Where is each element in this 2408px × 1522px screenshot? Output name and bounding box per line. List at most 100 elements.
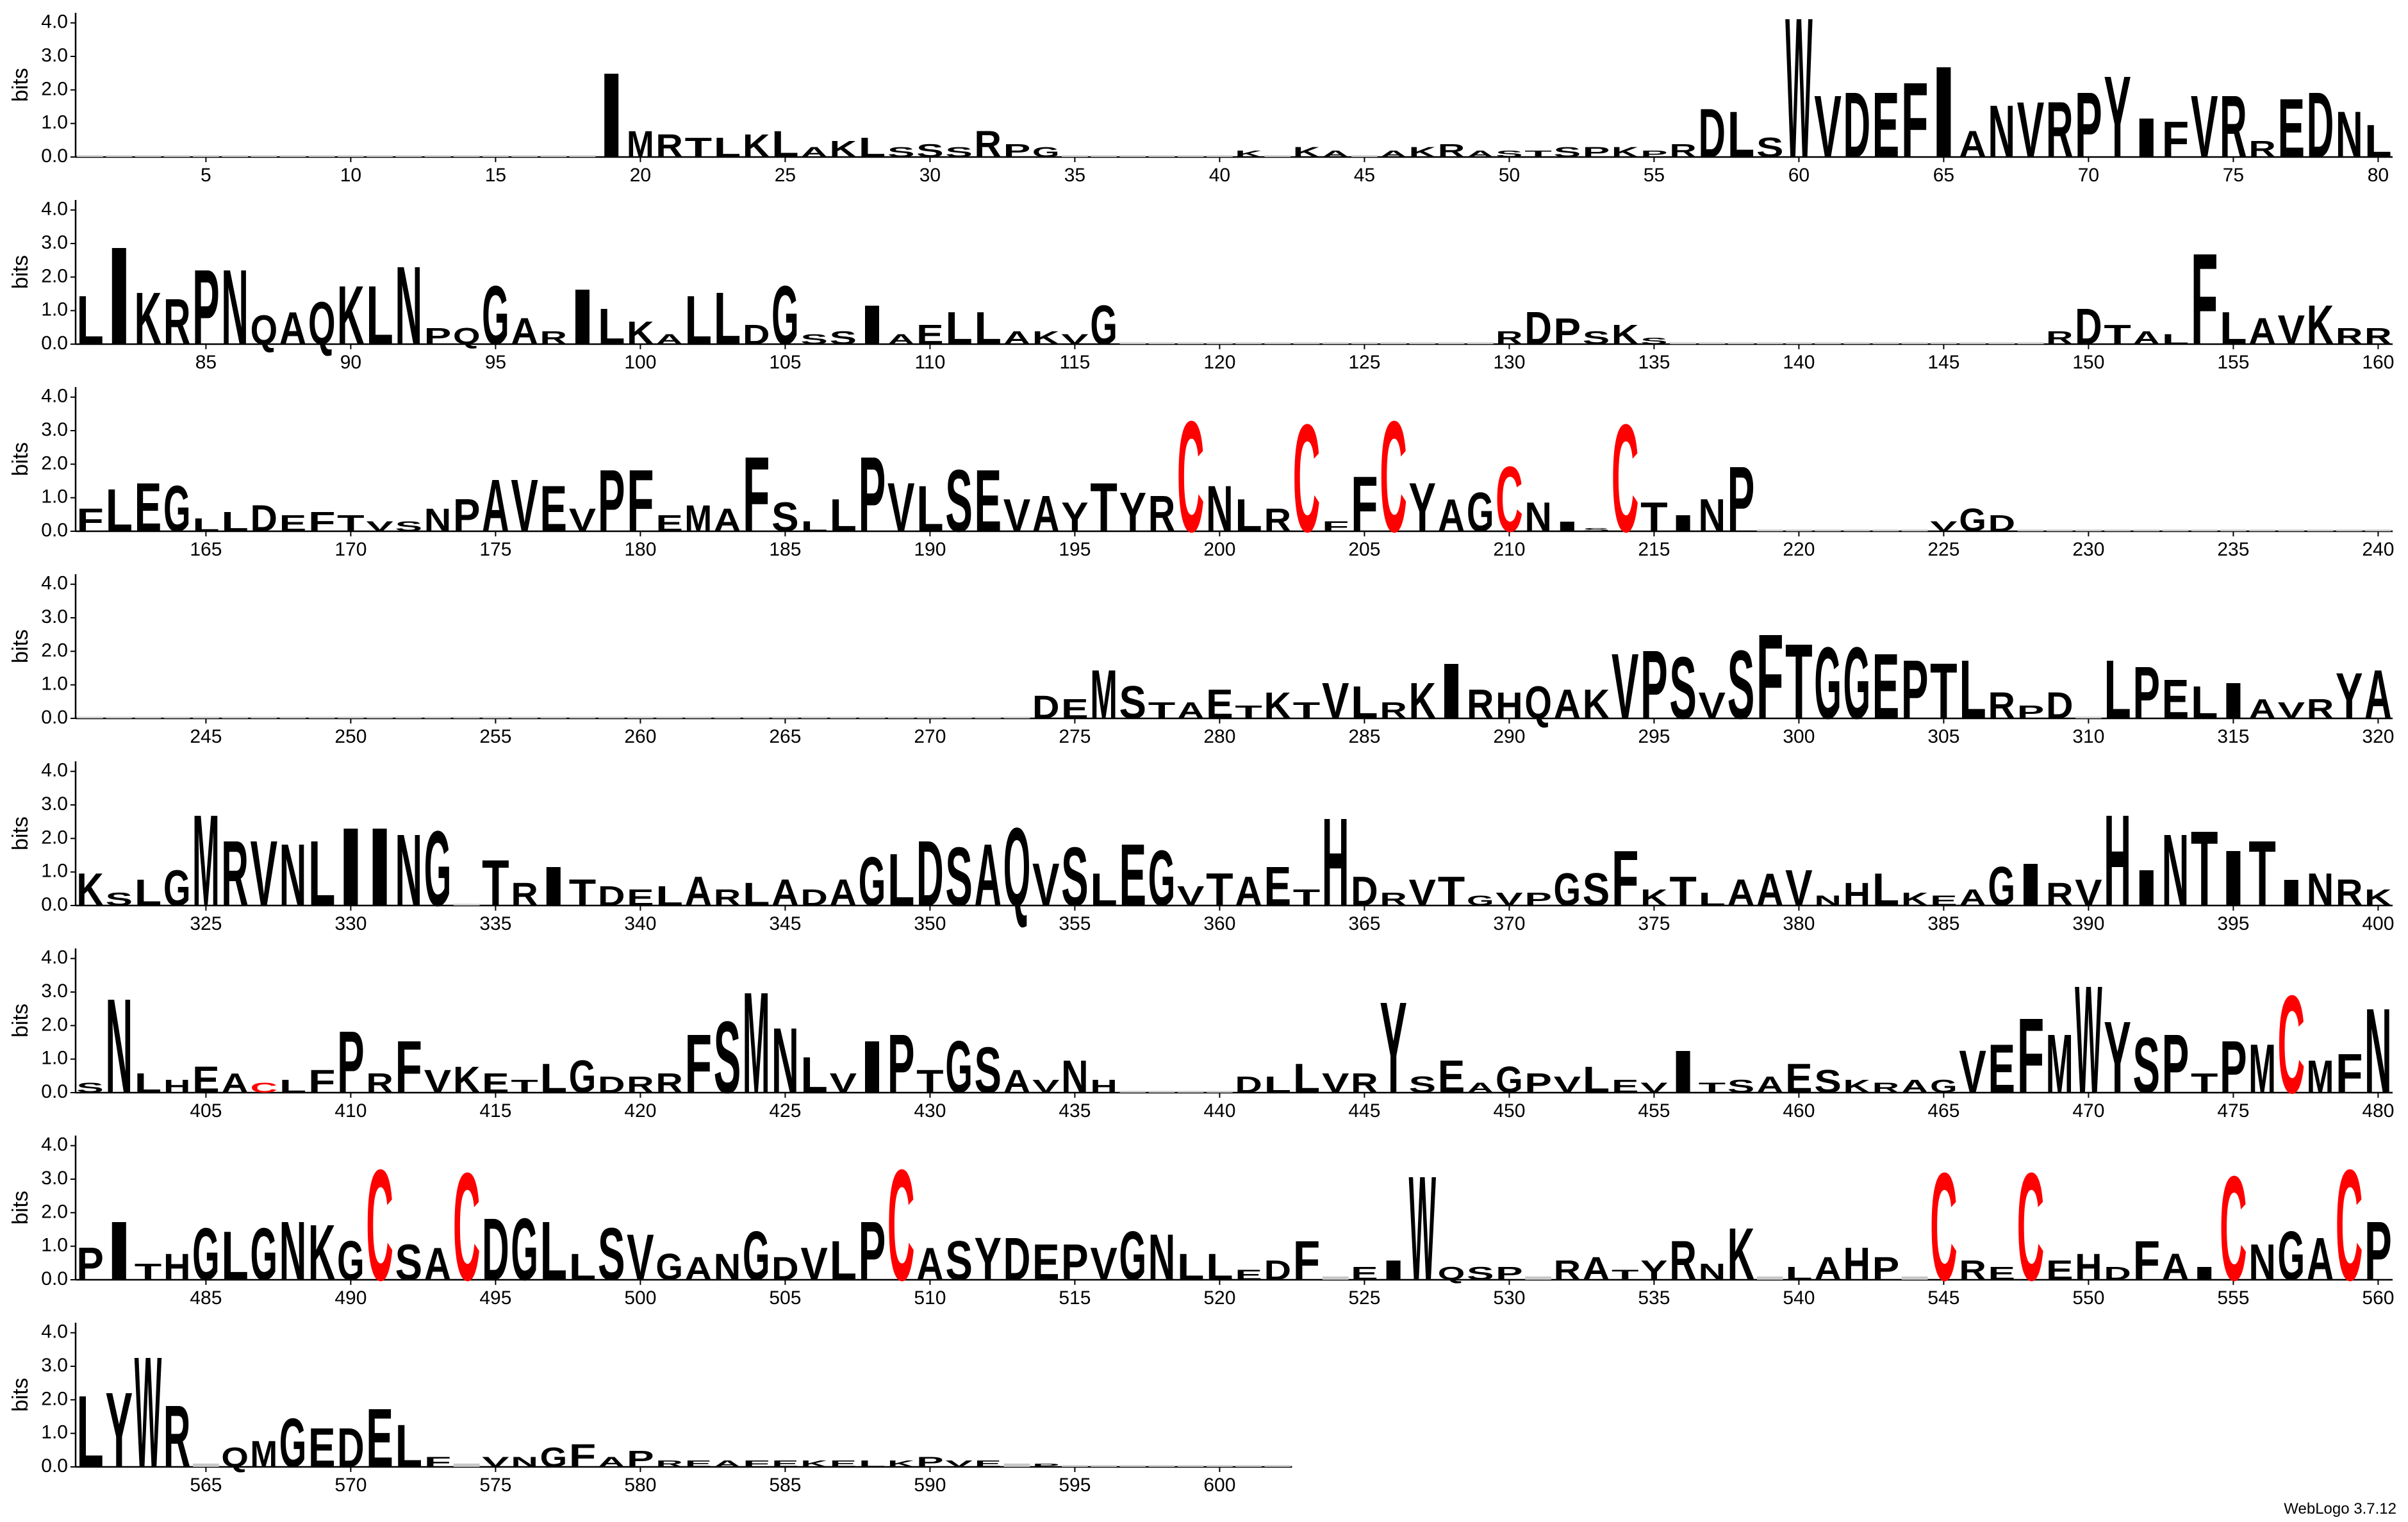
residue: G bbox=[1959, 502, 1986, 538]
residue: D bbox=[916, 822, 943, 926]
residue: R bbox=[2307, 693, 2334, 725]
y-tick-label: 4.0 bbox=[41, 199, 68, 220]
residue: E bbox=[1438, 1050, 1465, 1102]
x-tick-label: 420 bbox=[624, 1100, 656, 1121]
residue: K bbox=[830, 136, 857, 162]
y-tick-label: 4.0 bbox=[41, 386, 68, 407]
x-tick-label: 240 bbox=[2362, 539, 2394, 560]
residue: P bbox=[1728, 448, 1754, 552]
residue: G bbox=[1930, 1076, 1957, 1097]
gap-stack bbox=[106, 155, 133, 157]
gap-stack bbox=[1207, 1091, 1233, 1093]
residue: V bbox=[1322, 1068, 1349, 1099]
x-tick-label: 170 bbox=[334, 539, 367, 560]
gap-stack bbox=[395, 155, 422, 157]
residue: G bbox=[1032, 144, 1059, 160]
residue: P bbox=[192, 248, 219, 368]
x-tick-label: 510 bbox=[914, 1287, 946, 1309]
residue: Q bbox=[1524, 676, 1551, 728]
gap-stack bbox=[2017, 342, 2044, 344]
residue: A bbox=[1380, 149, 1406, 159]
x-tick-label: 365 bbox=[1348, 913, 1380, 934]
gap-stack bbox=[887, 716, 914, 718]
residue: P bbox=[859, 1204, 886, 1298]
residue: G bbox=[743, 1217, 770, 1295]
residue: E bbox=[1235, 1267, 1262, 1282]
x-tick-label: 390 bbox=[2072, 913, 2104, 934]
residue: N bbox=[221, 248, 248, 368]
residue: G bbox=[2278, 1217, 2305, 1295]
residue: L bbox=[656, 881, 682, 912]
residue: I bbox=[1554, 518, 1581, 534]
residue: K bbox=[1235, 149, 1262, 159]
x-tick-label: 15 bbox=[485, 165, 506, 186]
residue: R bbox=[163, 1387, 190, 1486]
residue: L bbox=[308, 822, 335, 926]
gap-stack bbox=[2249, 529, 2275, 531]
gap-stack bbox=[569, 716, 596, 718]
residue: V bbox=[251, 822, 277, 926]
residue: P bbox=[453, 489, 480, 541]
residue: N bbox=[714, 1246, 741, 1288]
gap-stack bbox=[1901, 1276, 1928, 1280]
residue: I bbox=[337, 805, 364, 930]
residue: V bbox=[2191, 77, 2218, 176]
gap-stack bbox=[1756, 1276, 1783, 1280]
residue: F bbox=[2133, 1229, 2160, 1292]
x-tick-label: 380 bbox=[1783, 913, 1815, 934]
x-tick-label: 155 bbox=[2217, 352, 2249, 373]
residue: R bbox=[656, 1459, 682, 1469]
residue: P bbox=[1872, 1250, 1899, 1287]
residue: E bbox=[656, 510, 682, 536]
residue: L bbox=[221, 506, 248, 538]
residue: E bbox=[1785, 1055, 1812, 1102]
residue: A bbox=[2248, 311, 2275, 352]
x-tick-label: 290 bbox=[1493, 726, 1525, 747]
footer: WebLogo 3.7.12 bbox=[2284, 1500, 2396, 1518]
residue: D bbox=[337, 1416, 364, 1479]
residue: F bbox=[1322, 518, 1349, 534]
residue: I bbox=[540, 855, 567, 918]
residue: E bbox=[1988, 1030, 2015, 1108]
x-tick-label: 345 bbox=[769, 913, 801, 934]
residue: L bbox=[76, 1375, 103, 1489]
residue: G bbox=[482, 269, 509, 362]
residue: N bbox=[1988, 90, 2015, 173]
residue: R bbox=[714, 884, 741, 911]
residue: I bbox=[569, 272, 596, 361]
y-tick-label: 2.0 bbox=[41, 452, 68, 474]
gap-stack bbox=[1119, 1091, 1146, 1093]
residue: R bbox=[1351, 1068, 1378, 1099]
residue: K bbox=[1843, 1076, 1870, 1097]
residue: V bbox=[627, 1221, 654, 1294]
residue: E bbox=[482, 1068, 509, 1099]
residue: E bbox=[540, 473, 567, 545]
gap-stack bbox=[1351, 155, 1378, 157]
residue: D bbox=[2075, 298, 2102, 355]
residue: S bbox=[714, 1000, 741, 1115]
residue: C bbox=[2017, 1141, 2044, 1312]
x-tick-label: 80 bbox=[2368, 165, 2389, 186]
residue: L bbox=[887, 838, 914, 922]
residue: T bbox=[135, 1259, 162, 1285]
residue: P bbox=[627, 1446, 654, 1472]
residue: K bbox=[1293, 144, 1320, 160]
residue: Q bbox=[251, 306, 277, 353]
x-tick-label: 25 bbox=[775, 165, 796, 186]
residue: V bbox=[1699, 685, 1726, 727]
residue: H bbox=[1496, 685, 1522, 727]
residue: C bbox=[453, 1141, 480, 1312]
gap-stack bbox=[1988, 342, 2015, 344]
x-tick-label: 65 bbox=[1933, 165, 1954, 186]
residue: E bbox=[279, 510, 306, 536]
residue: D bbox=[598, 881, 625, 912]
residue: T bbox=[337, 510, 365, 536]
residue: F bbox=[2191, 226, 2218, 372]
residue: I bbox=[366, 805, 393, 930]
residue: G bbox=[163, 859, 190, 916]
gap-stack bbox=[2278, 529, 2305, 531]
residue: R bbox=[975, 124, 1002, 165]
gap-stack bbox=[163, 716, 190, 718]
residue: A bbox=[1003, 1063, 1030, 1100]
x-tick-label: 360 bbox=[1203, 913, 1235, 934]
